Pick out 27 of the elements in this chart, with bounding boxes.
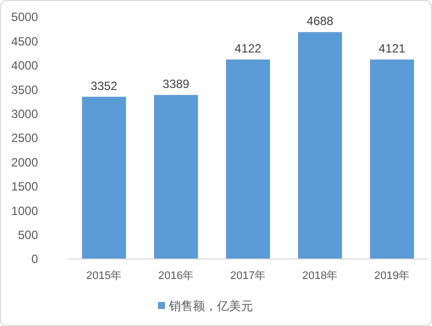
x-tick-label: 2018年 xyxy=(302,270,338,282)
data-label: 4688 xyxy=(306,14,334,28)
data-label: 3389 xyxy=(162,76,190,91)
x-tick-label: 2017年 xyxy=(230,270,266,282)
data-label: 3352 xyxy=(90,78,118,93)
x-tick-label: 2019年 xyxy=(374,270,410,282)
bar xyxy=(82,96,126,259)
y-tick-label: 2000 xyxy=(11,155,38,170)
y-tick-label: 3500 xyxy=(11,82,38,97)
data-label: 4121 xyxy=(378,42,406,56)
y-tick-label: 1000 xyxy=(11,204,38,218)
bar xyxy=(226,59,270,259)
y-tick-label: 4500 xyxy=(11,34,38,48)
data-label: 4122 xyxy=(234,41,262,56)
bar xyxy=(298,32,342,259)
bar xyxy=(154,94,198,259)
x-tick-label: 2016年 xyxy=(158,270,194,282)
y-tick-label: 500 xyxy=(18,228,38,242)
bar xyxy=(370,60,414,259)
y-tick-label: 0 xyxy=(31,252,38,266)
y-tick-label: 2500 xyxy=(11,131,38,146)
x-tick-label: 2015年 xyxy=(86,270,122,282)
y-tick-label: 4000 xyxy=(11,58,38,73)
y-tick-label: 3000 xyxy=(11,107,38,121)
y-tick-label: 1500 xyxy=(11,180,38,194)
y-tick-label: 5000 xyxy=(11,10,38,24)
legend-label: 销售额，亿美元 xyxy=(168,299,253,314)
